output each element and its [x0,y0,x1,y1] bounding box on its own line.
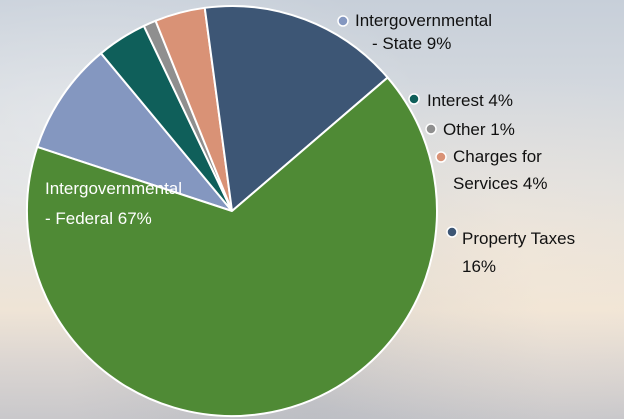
pie-slice-state [36,52,233,212]
legend-marker-interest [408,93,420,105]
legend-marker-state [337,15,349,27]
slice-label-line: Intergovernmental [45,179,182,198]
pie-slice-property [203,5,389,212]
legend-marker-charges [435,151,447,163]
legend-marker-other [425,123,437,135]
slice-label-line: Services 4% [453,174,547,193]
slice-label-line: Other 1% [443,120,515,139]
slice-label-charges: Charges for Services 4% [453,147,547,193]
slice-label-interest: Interest 4% [427,91,513,110]
slice-label-line: Interest 4% [427,91,513,110]
slice-label-state: Intergovernmental - State 9% [355,11,492,53]
slice-label-line: Intergovernmental [355,11,492,30]
legend-marker-property [446,226,458,238]
slice-label-property: Property Taxes 16% [462,229,575,276]
slice-label-line: 16% [462,257,496,276]
pie-slice-federal [26,76,438,417]
slice-label-line: - Federal 67% [45,209,152,228]
slice-label-federal: Intergovernmental - Federal 67% [45,179,182,228]
slice-label-other: Other 1% [443,120,515,139]
slice-label-line: Property Taxes [462,229,575,248]
slice-label-line: - State 9% [372,34,451,53]
slice-label-line: Charges for [453,147,542,166]
